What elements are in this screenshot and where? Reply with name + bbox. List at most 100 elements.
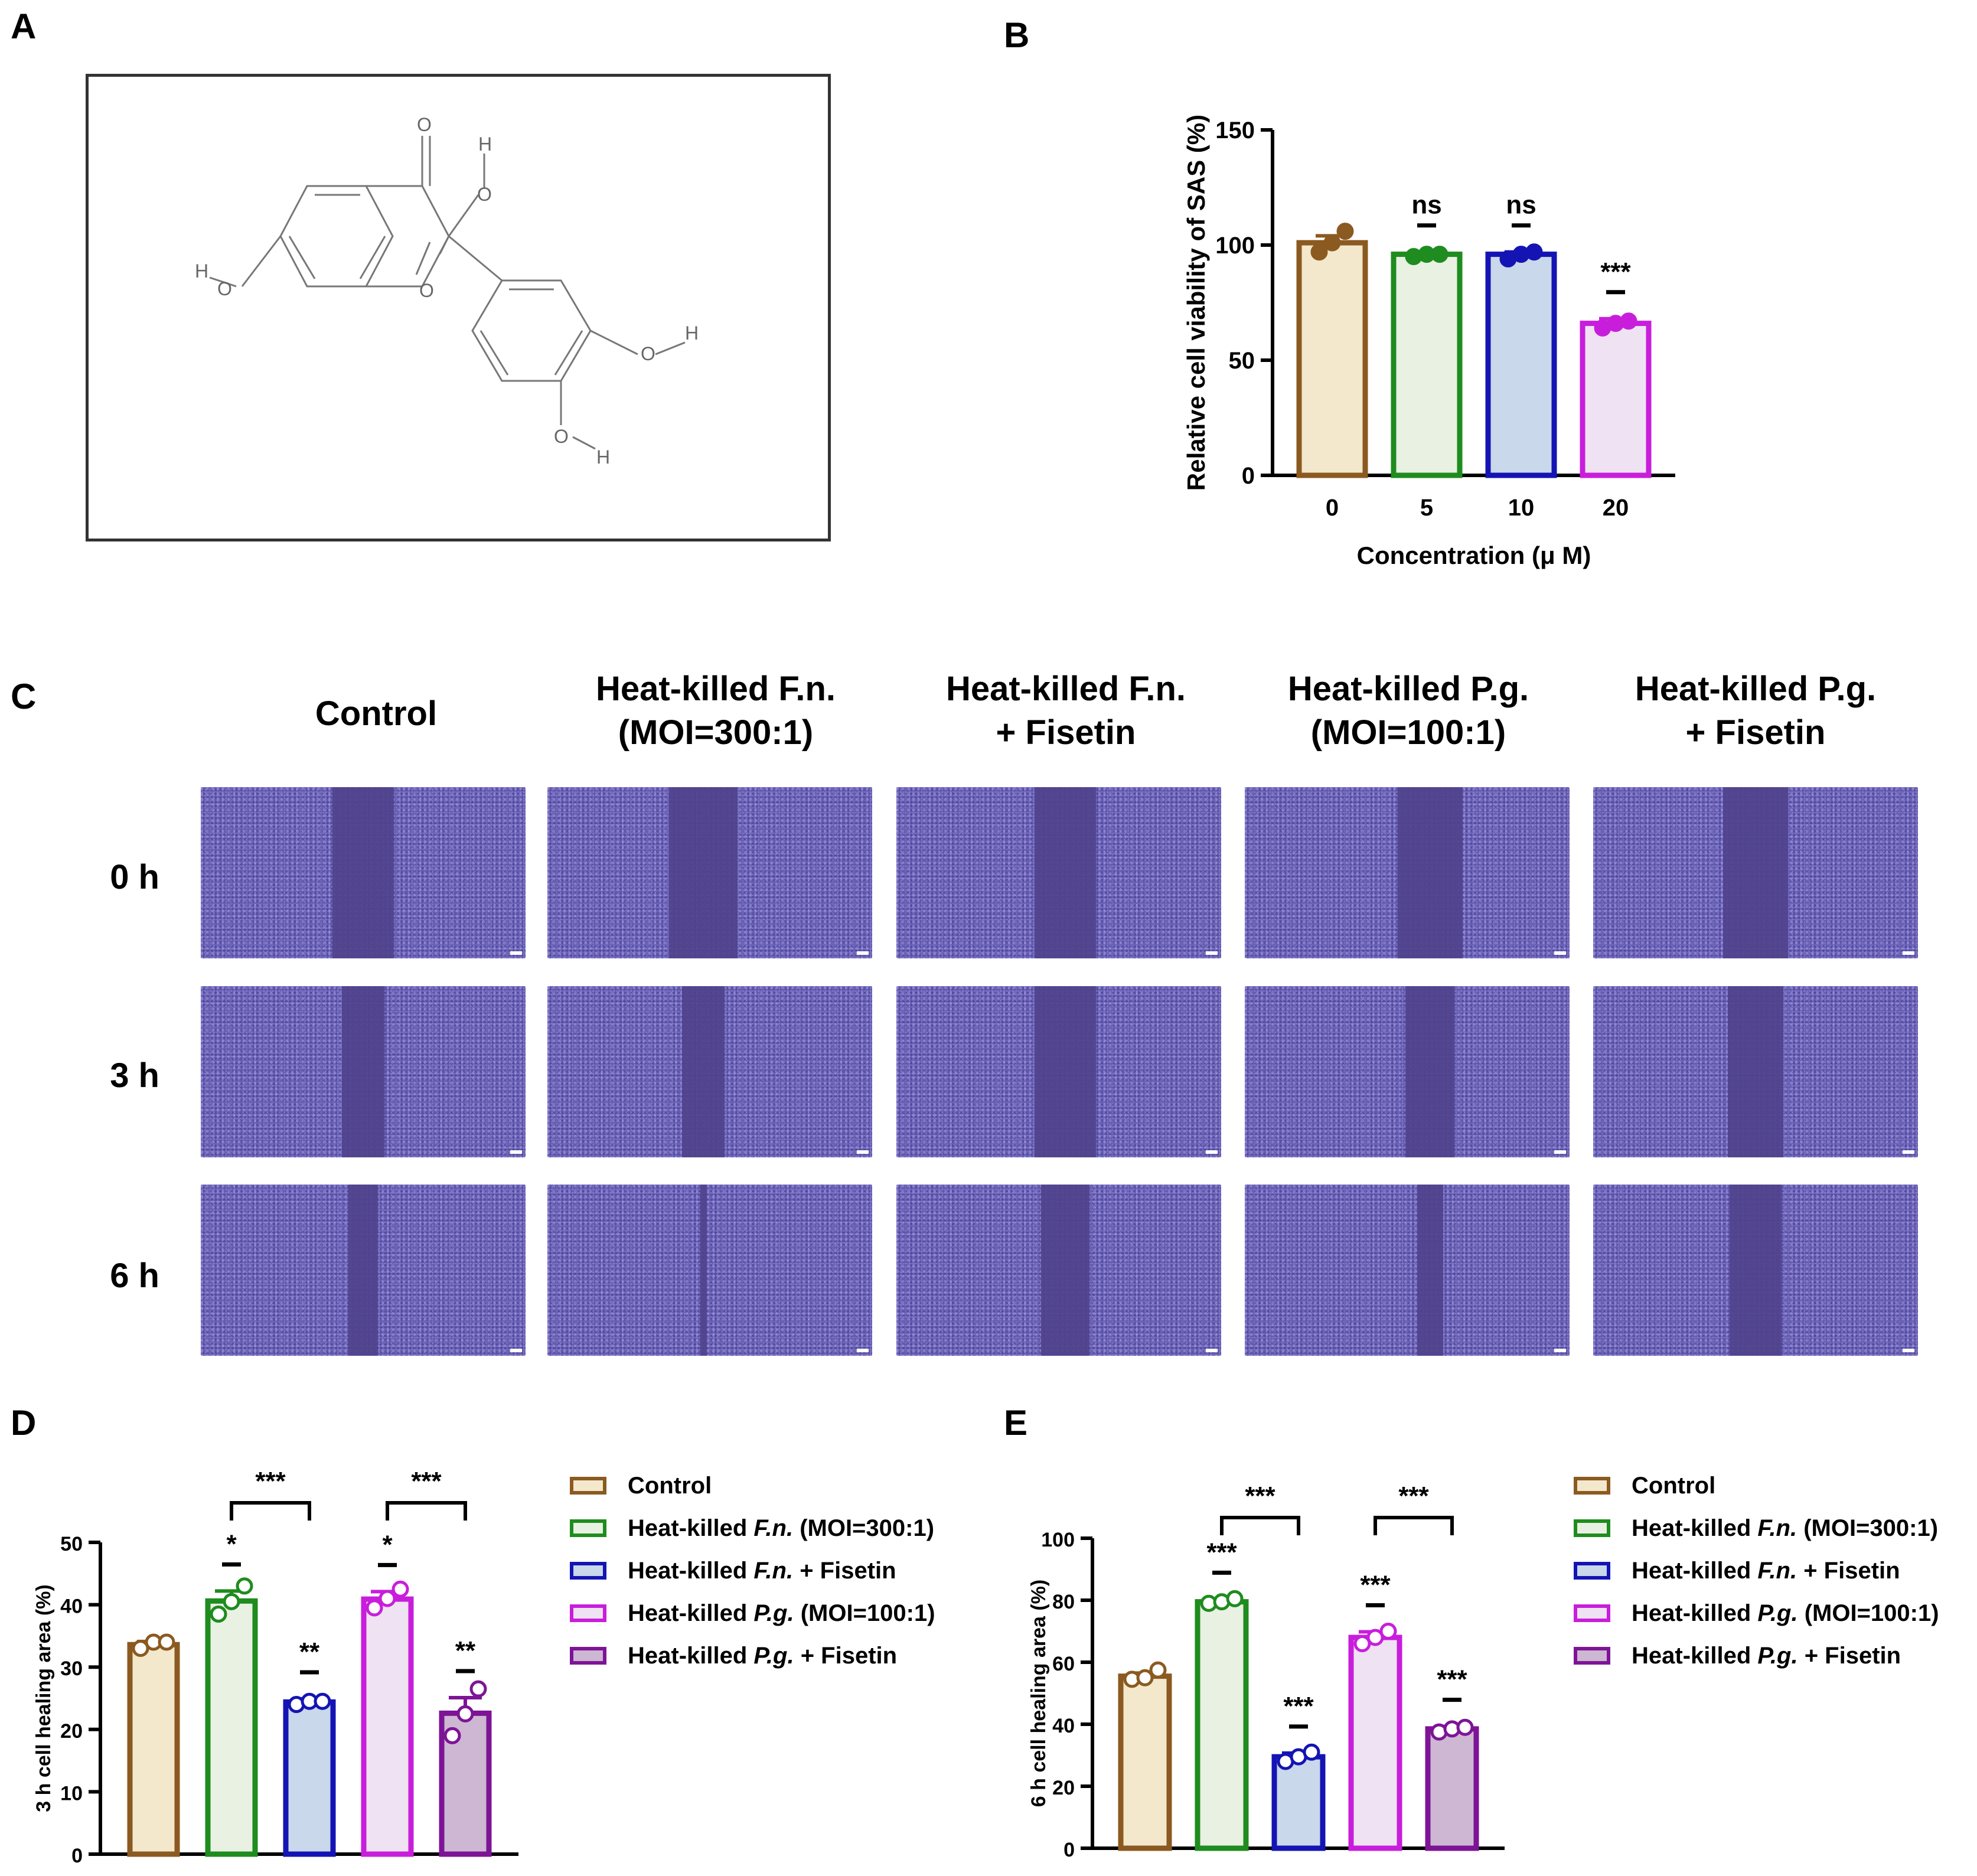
data-point bbox=[1379, 1623, 1397, 1640]
y-axis-label: Relative cell viability of SAS (%) bbox=[1182, 115, 1210, 491]
legend-d: Control Heat-killed F.n. (MOI=300:1) Hea… bbox=[570, 1464, 935, 1677]
legend-item-fn-fisetin: Heat-killed F.n. + Fisetin bbox=[1574, 1549, 1939, 1592]
atom-label: O bbox=[477, 184, 492, 205]
legend-item-control: Control bbox=[1574, 1464, 1939, 1507]
scale-bar bbox=[510, 1150, 522, 1154]
comparison-bracket bbox=[1220, 1516, 1300, 1535]
scratch-gap bbox=[1034, 986, 1097, 1157]
scratch-gap bbox=[1405, 986, 1454, 1157]
data-point bbox=[314, 1692, 331, 1710]
data-point bbox=[1431, 246, 1449, 263]
significance-label: *** bbox=[1206, 1538, 1237, 1567]
atom-label: O bbox=[417, 114, 432, 135]
scale-bar bbox=[857, 1150, 869, 1154]
bar bbox=[1296, 240, 1368, 478]
col-header-pg: Heat-killed P.g. (MOI=100:1) bbox=[1287, 670, 1529, 752]
scratch-gap bbox=[1728, 986, 1783, 1157]
micrograph-image bbox=[547, 986, 872, 1157]
row-label-3h: 3 h bbox=[110, 1056, 159, 1095]
atom-label: O bbox=[554, 426, 569, 447]
scratch-gap bbox=[1730, 1185, 1782, 1356]
scale-bar bbox=[1554, 951, 1566, 955]
y-tick-label: 10 bbox=[60, 1782, 83, 1805]
data-point bbox=[1310, 243, 1328, 261]
micrograph-image bbox=[547, 787, 872, 958]
data-point bbox=[132, 1640, 149, 1658]
atom-label: H bbox=[478, 133, 492, 155]
significance-label: ** bbox=[299, 1637, 320, 1666]
legend-item-pg-fisetin: Heat-killed P.g. + Fisetin bbox=[570, 1634, 935, 1677]
scratch-gap bbox=[1723, 787, 1788, 958]
col-header-pg-fisetin: Heat-killed P.g. + Fisetin bbox=[1635, 670, 1877, 752]
significance-label: *** bbox=[1360, 1571, 1391, 1600]
micrograph-image bbox=[1593, 986, 1918, 1157]
col-header-fn-fisetin: Heat-killed F.n. + Fisetin bbox=[945, 670, 1186, 752]
legend-swatch bbox=[1574, 1519, 1610, 1537]
significance-label: ** bbox=[455, 1636, 476, 1665]
legend-item-fn: Heat-killed F.n. (MOI=300:1) bbox=[570, 1507, 935, 1549]
data-point bbox=[210, 1605, 227, 1623]
data-point bbox=[456, 1705, 474, 1722]
legend-swatch bbox=[570, 1647, 606, 1665]
scratch-gap bbox=[1034, 787, 1097, 958]
legend-item-pg-fisetin: Heat-killed P.g. + Fisetin bbox=[1574, 1634, 1939, 1677]
atom-label: H bbox=[596, 446, 610, 468]
y-axis-label: 3 h cell healing area (%) bbox=[32, 1584, 55, 1812]
bar bbox=[1391, 252, 1463, 478]
data-point bbox=[1323, 234, 1341, 252]
scale-bar bbox=[1206, 1150, 1218, 1154]
scale-bar bbox=[1554, 1150, 1566, 1154]
data-point bbox=[236, 1577, 253, 1595]
data-point bbox=[223, 1593, 240, 1610]
legend-swatch bbox=[570, 1519, 606, 1537]
scale-bar bbox=[1903, 1150, 1914, 1154]
legend-swatch bbox=[1574, 1604, 1610, 1622]
comparison-bracket bbox=[230, 1501, 311, 1521]
x-tick-label: 10 bbox=[1508, 495, 1535, 521]
panel-label-a: A bbox=[11, 6, 37, 46]
bracket-label: *** bbox=[1398, 1482, 1429, 1510]
scale-bar bbox=[510, 1349, 522, 1352]
scale-bar bbox=[1206, 951, 1218, 955]
scratch-gap bbox=[332, 787, 394, 958]
scale-bar bbox=[510, 951, 522, 955]
bar bbox=[283, 1699, 336, 1857]
data-point bbox=[1336, 223, 1354, 240]
x-tick-label: 5 bbox=[1420, 495, 1433, 521]
bracket-label: *** bbox=[255, 1467, 286, 1496]
legend-item-fn: Heat-killed F.n. (MOI=300:1) bbox=[1574, 1507, 1939, 1549]
data-point bbox=[1136, 1669, 1154, 1686]
significance-label: *** bbox=[1600, 257, 1631, 286]
significance-label: *** bbox=[1283, 1692, 1314, 1721]
micrograph-image bbox=[201, 787, 526, 958]
micrograph-image bbox=[547, 1185, 872, 1356]
panel-label-c: C bbox=[11, 677, 37, 716]
legend-swatch bbox=[570, 1604, 606, 1622]
scale-bar bbox=[857, 951, 869, 955]
comparison-bracket bbox=[1374, 1516, 1454, 1535]
data-point bbox=[379, 1590, 396, 1607]
data-point bbox=[1525, 243, 1543, 261]
bar bbox=[1271, 1754, 1326, 1851]
micrograph-image bbox=[1593, 787, 1918, 958]
legend-item-control: Control bbox=[570, 1464, 935, 1507]
bar bbox=[1348, 1634, 1402, 1851]
data-point bbox=[469, 1680, 487, 1698]
scale-bar bbox=[857, 1349, 869, 1352]
scratch-gap bbox=[348, 1185, 378, 1356]
legend-item-pg: Heat-killed P.g. (MOI=100:1) bbox=[1574, 1592, 1939, 1634]
fisetin-structure: O H O H O O H O O H bbox=[195, 114, 699, 468]
bracket-label: *** bbox=[1245, 1482, 1275, 1510]
scale-bar bbox=[1903, 1349, 1914, 1352]
legend-e: Control Heat-killed F.n. (MOI=300:1) Hea… bbox=[1574, 1464, 1939, 1677]
ring-a bbox=[279, 185, 394, 288]
row-label-0h: 0 h bbox=[110, 858, 159, 896]
legend-swatch bbox=[1574, 1647, 1610, 1665]
row-label-6h: 6 h bbox=[110, 1257, 159, 1295]
data-point bbox=[158, 1633, 175, 1651]
micrograph-image bbox=[1245, 1185, 1570, 1356]
scratch-gap bbox=[1040, 1185, 1090, 1356]
scale-bar bbox=[1554, 1349, 1566, 1352]
significance-label: ns bbox=[1411, 191, 1441, 220]
